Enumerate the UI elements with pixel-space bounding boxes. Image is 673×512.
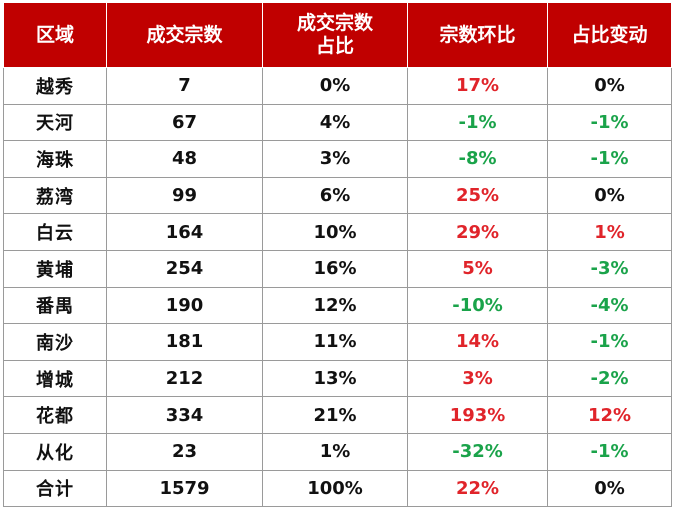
cell-share: 0% [262,67,408,105]
cell-region: 荔湾 [3,176,107,215]
cell-count: 212 [106,359,263,398]
cell-share-change: 1% [547,213,672,251]
cell-share-change: -1% [547,103,672,142]
table-total-row: 合计 1579 100% 22% 0% [3,469,672,508]
table-row: 黄埔 254 16% 5% -3% [3,249,672,288]
transaction-stats-table: 区域 成交宗数 成交宗数 占比 宗数环比 占比变动 越秀 7 0% 17% 0% 天河 67… [3,2,672,508]
cell-share-change: -3% [547,249,672,288]
cell-count-mom: 17% [407,67,548,105]
table-row: 花都 334 21% 193% 12% [3,396,672,434]
table-row: 荔湾 99 6% 25% 0% [3,176,672,215]
table-row: 白云 164 10% 29% 1% [3,213,672,251]
cell-count-mom: -32% [407,432,548,471]
cell-count: 164 [106,213,263,251]
cell-count-mom: 193% [407,396,548,434]
table-row: 从化 23 1% -32% -1% [3,432,672,471]
cell-count: 7 [106,67,263,105]
cell-count-mom: 5% [407,249,548,288]
table-row: 海珠 48 3% -8% -1% [3,140,672,178]
cell-share: 4% [262,103,408,142]
cell-region: 番禺 [3,286,107,325]
cell-count: 254 [106,249,263,288]
cell-count: 48 [106,140,263,178]
cell-count: 334 [106,396,263,434]
cell-share-change: -1% [547,323,672,361]
cell-share: 13% [262,359,408,398]
cell-share: 16% [262,249,408,288]
cell-share: 1% [262,432,408,471]
column-header-region: 区域 [3,2,107,68]
cell-region: 黄埔 [3,249,107,288]
cell-share: 6% [262,176,408,215]
column-header-share: 成交宗数 占比 [262,2,408,68]
cell-share-change: -2% [547,359,672,398]
cell-count-mom: 25% [407,176,548,215]
cell-share: 21% [262,396,408,434]
cell-count-mom: 29% [407,213,548,251]
table-row: 越秀 7 0% 17% 0% [3,67,672,105]
cell-count: 99 [106,176,263,215]
table-body: 越秀 7 0% 17% 0% 天河 67 4% -1% -1% 海珠 48 3% -8% -1% 荔湾 99 6%… [3,67,672,508]
cell-count: 67 [106,103,263,142]
table-container: 区域 成交宗数 成交宗数 占比 宗数环比 占比变动 越秀 7 0% 17% 0% 天河 67… [3,2,672,508]
column-header-count-mom: 宗数环比 [407,2,548,68]
cell-count-mom: -1% [407,103,548,142]
cell-region: 南沙 [3,323,107,361]
cell-region: 合计 [3,469,107,508]
cell-region: 天河 [3,103,107,142]
cell-share-change: 0% [547,67,672,105]
cell-share: 100% [262,469,408,508]
cell-count-mom: -10% [407,286,548,325]
column-header-count: 成交宗数 [106,2,263,68]
cell-share-change: -4% [547,286,672,325]
table-row: 番禺 190 12% -10% -4% [3,286,672,325]
cell-count: 181 [106,323,263,361]
cell-count: 23 [106,432,263,471]
table-row: 天河 67 4% -1% -1% [3,103,672,142]
cell-share-change: 0% [547,176,672,215]
table-row: 南沙 181 11% 14% -1% [3,323,672,361]
table-header: 区域 成交宗数 成交宗数 占比 宗数环比 占比变动 [3,2,672,68]
cell-count-mom: 14% [407,323,548,361]
cell-share-change: 12% [547,396,672,434]
cell-region: 白云 [3,213,107,251]
cell-share-change: -1% [547,140,672,178]
header-row: 区域 成交宗数 成交宗数 占比 宗数环比 占比变动 [3,2,672,68]
cell-count-mom: 3% [407,359,548,398]
cell-region: 增城 [3,359,107,398]
cell-share: 12% [262,286,408,325]
cell-count: 1579 [106,469,263,508]
cell-count-mom: -8% [407,140,548,178]
cell-count-mom: 22% [407,469,548,508]
cell-share: 10% [262,213,408,251]
column-header-share-change: 占比变动 [547,2,672,68]
cell-region: 花都 [3,396,107,434]
cell-region: 越秀 [3,67,107,105]
cell-count: 190 [106,286,263,325]
cell-region: 从化 [3,432,107,471]
cell-share-change: 0% [547,469,672,508]
cell-share: 3% [262,140,408,178]
cell-share: 11% [262,323,408,361]
table-row: 增城 212 13% 3% -2% [3,359,672,398]
cell-share-change: -1% [547,432,672,471]
cell-region: 海珠 [3,140,107,178]
